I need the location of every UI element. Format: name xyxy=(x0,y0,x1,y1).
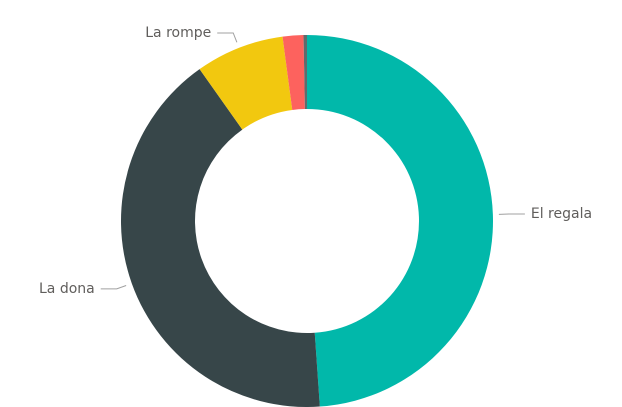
leader-line xyxy=(217,32,238,43)
slice-label: La rompe xyxy=(145,25,211,41)
donut-slice xyxy=(199,36,293,130)
donut-slice xyxy=(282,35,305,110)
donut-slice xyxy=(307,35,493,407)
slice-label: La dona xyxy=(39,281,95,297)
leader-line xyxy=(100,284,127,290)
slice-label: El regala xyxy=(531,206,592,222)
donut-slice xyxy=(303,35,307,110)
donut-slice xyxy=(121,69,320,407)
